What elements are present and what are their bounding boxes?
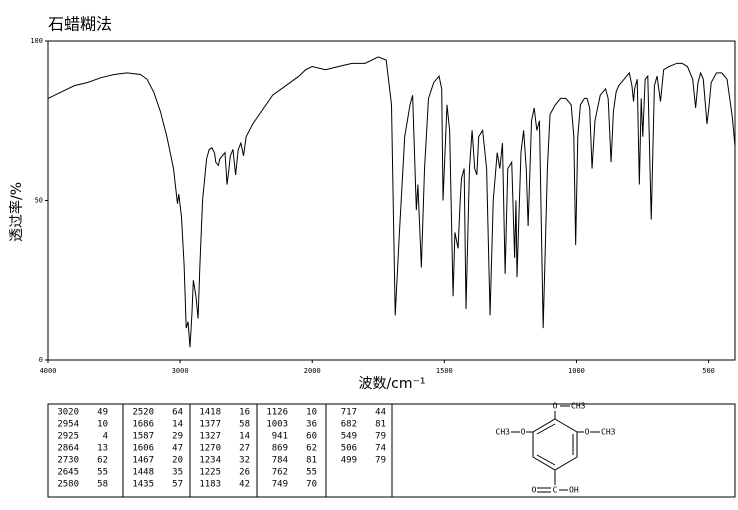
atom-label: O: [585, 428, 590, 437]
peak-wavenumber: 3020: [57, 408, 79, 418]
peak-wavenumber: 2730: [57, 456, 79, 466]
peak-wavenumber: 1270: [199, 444, 221, 454]
x-axis-label: 波数/cm⁻¹: [358, 376, 425, 392]
peak-transmittance: 36: [306, 420, 317, 430]
peak-wavenumber: 1003: [266, 420, 288, 430]
peak-wavenumber: 1587: [132, 432, 154, 442]
peak-transmittance: 55: [97, 468, 108, 478]
peak-wavenumber: 549: [341, 432, 357, 442]
peak-transmittance: 60: [306, 432, 317, 442]
peak-transmittance: 64: [172, 408, 183, 418]
peak-wavenumber: 762: [272, 468, 288, 478]
peak-transmittance: 62: [97, 456, 108, 466]
atom-label: CH3: [601, 428, 616, 437]
x-tick-label: 4000: [40, 367, 57, 375]
peak-transmittance: 62: [306, 444, 317, 454]
peak-transmittance: 14: [172, 420, 183, 430]
peak-transmittance: 81: [375, 420, 386, 430]
peak-wavenumber: 1606: [132, 444, 154, 454]
peak-transmittance: 79: [375, 432, 386, 442]
peak-transmittance: 58: [239, 420, 250, 430]
peak-transmittance: 10: [306, 408, 317, 418]
atom-label: CH3: [571, 402, 586, 411]
peak-wavenumber: 941: [272, 432, 288, 442]
structure-bonds: [511, 405, 600, 493]
peak-wavenumber: 1377: [199, 420, 221, 430]
spectrum-line: [47, 56, 736, 348]
chart-title: 石蜡糊法: [48, 15, 112, 34]
peak-transmittance: 42: [239, 480, 250, 490]
y-axis-label: 透过率/%: [8, 182, 25, 242]
y-tick-label: 0: [39, 356, 43, 364]
atom-label: O: [532, 486, 537, 495]
peak-transmittance: 49: [97, 408, 108, 418]
peak-wavenumber: 2925: [57, 432, 79, 442]
peak-wavenumber: 1234: [199, 456, 221, 466]
peak-wavenumber: 1418: [199, 408, 221, 418]
peak-wavenumber: 506: [341, 444, 357, 454]
peak-wavenumber: 1467: [132, 456, 154, 466]
peak-wavenumber: 1183: [199, 480, 221, 490]
y-tick-label: 100: [30, 37, 43, 45]
atom-label: C: [553, 486, 558, 495]
peak-transmittance: 13: [97, 444, 108, 454]
peak-wavenumber: 1126: [266, 408, 288, 418]
peak-transmittance: 32: [239, 456, 250, 466]
atom-label: CH3: [496, 428, 511, 437]
bond: [536, 454, 556, 466]
atom-label: O: [553, 402, 558, 411]
bond: [536, 423, 556, 435]
table-dividers: [122, 404, 393, 497]
peak-transmittance: 10: [97, 420, 108, 430]
y-tick-label: 50: [35, 197, 43, 205]
peak-transmittance: 27: [239, 444, 250, 454]
peak-wavenumber: 1435: [132, 480, 154, 490]
atom-label: OH: [569, 486, 579, 495]
peak-wavenumber: 784: [272, 456, 288, 466]
peak-transmittance: 20: [172, 456, 183, 466]
peak-transmittance: 14: [239, 432, 250, 442]
peak-transmittance: 16: [239, 408, 250, 418]
peak-wavenumber: 2954: [57, 420, 79, 430]
atom-label: O: [521, 428, 526, 437]
x-tick-label: 1000: [568, 367, 585, 375]
peak-transmittance: 44: [375, 408, 386, 418]
peak-transmittance: 29: [172, 432, 183, 442]
peak-wavenumber: 869: [272, 444, 288, 454]
peak-transmittance: 26: [239, 468, 250, 478]
peak-transmittance: 58: [97, 480, 108, 490]
x-tick-label: 2000: [304, 367, 321, 375]
peak-transmittance: 79: [375, 456, 386, 466]
peak-wavenumber: 682: [341, 420, 357, 430]
peak-wavenumber: 1225: [199, 468, 221, 478]
peak-transmittance: 70: [306, 480, 317, 490]
peak-wavenumber: 749: [272, 480, 288, 490]
ring: [532, 418, 578, 471]
peak-transmittance: 74: [375, 444, 386, 454]
peak-wavenumber: 1448: [132, 468, 154, 478]
peak-transmittance: 35: [172, 468, 183, 478]
peak-wavenumber: 2864: [57, 444, 79, 454]
peak-wavenumber: 717: [341, 408, 357, 418]
structure-labels: O CH3 CH3 O O CH3 C OH O: [496, 402, 616, 495]
peak-transmittance: 55: [306, 468, 317, 478]
peak-wavenumber: 2520: [132, 408, 154, 418]
peak-transmittance: 57: [172, 480, 183, 490]
peak-wavenumber: 1686: [132, 420, 154, 430]
x-tick-label: 3000: [172, 367, 189, 375]
peak-transmittance: 4: [103, 432, 108, 442]
peak-wavenumber: 2580: [57, 480, 79, 490]
x-tick-label: 1500: [436, 367, 453, 375]
peak-wavenumber: 1327: [199, 432, 221, 442]
x-tick-label: 500: [702, 367, 715, 375]
peak-transmittance: 81: [306, 456, 317, 466]
peak-wavenumber: 2645: [57, 468, 79, 478]
peak-transmittance: 47: [172, 444, 183, 454]
peak-wavenumber: 499: [341, 456, 357, 466]
